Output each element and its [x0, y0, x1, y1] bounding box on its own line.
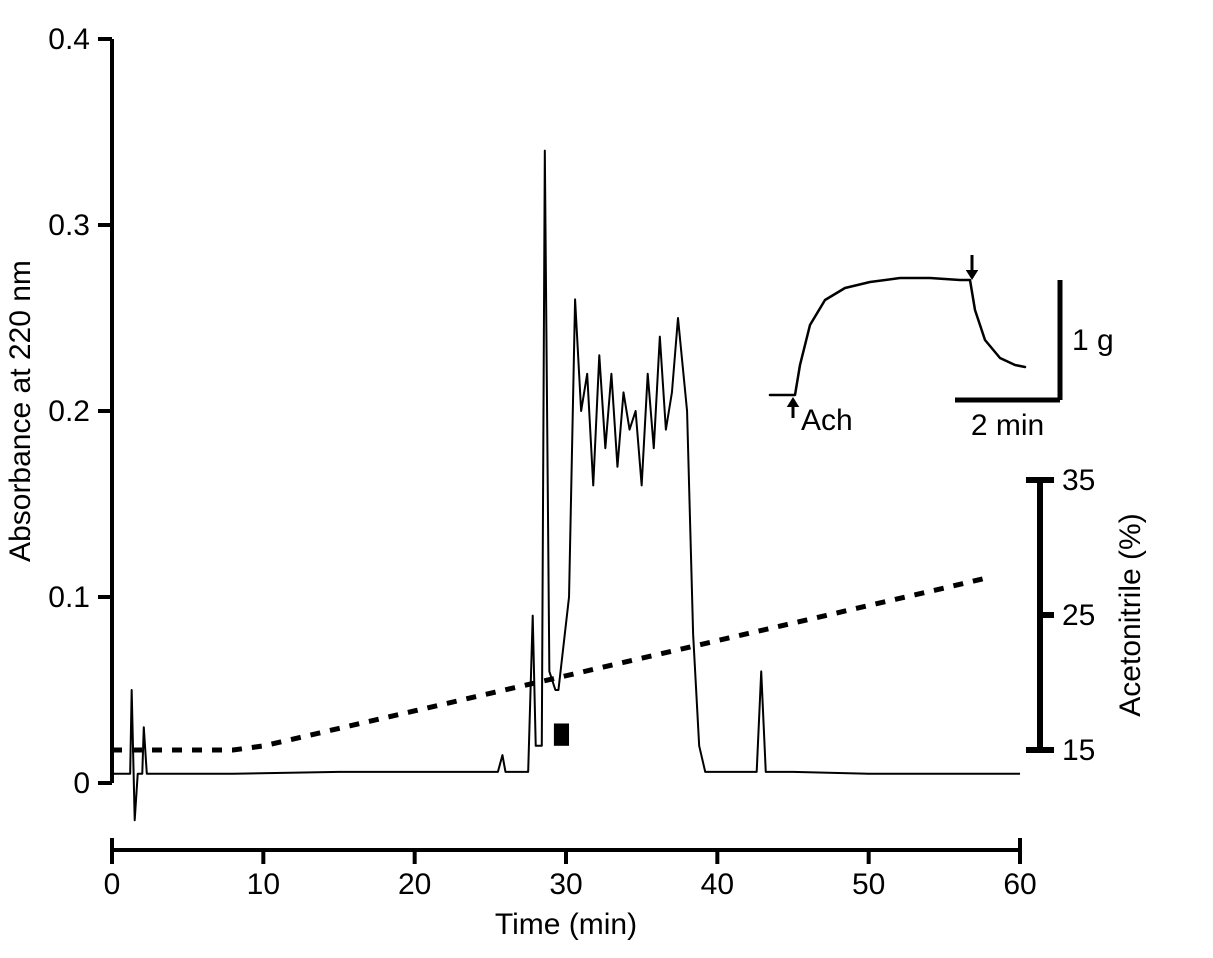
x-tick-label: 10 — [247, 868, 280, 901]
inset-scale-y-label: 1 g — [1072, 324, 1114, 357]
y-right-tick-label: 35 — [1062, 464, 1095, 497]
y-right-tick-label: 25 — [1062, 599, 1095, 632]
gradient-line — [112, 577, 990, 750]
fraction-bar — [554, 723, 569, 745]
y-left-tick-label: 0.2 — [48, 395, 90, 428]
wash-arrow-icon — [966, 270, 979, 280]
y-left-tick-label: 0 — [73, 767, 90, 800]
y-right-axis-label: Acetonitrile (%) — [1114, 513, 1147, 716]
y-left-tick-label: 0.4 — [48, 23, 90, 56]
y-right-tick-label: 15 — [1062, 734, 1095, 767]
x-tick-label: 40 — [701, 868, 734, 901]
x-tick-label: 20 — [398, 868, 431, 901]
x-tick-label: 30 — [549, 868, 582, 901]
y-left-tick-label: 0.3 — [48, 209, 90, 242]
inset-scale-x-label: 2 min — [971, 409, 1044, 442]
inset-contraction-trace — [770, 278, 1025, 395]
chromatogram-figure: 0 0.1 0.2 0.3 0.4 Absorbance at 220 nm 0 10 20 30… — [0, 0, 1213, 958]
ach-arrow-icon — [787, 397, 800, 407]
chromatogram-trace — [112, 151, 1020, 821]
x-tick-label: 50 — [852, 868, 885, 901]
x-axis-label: Time (min) — [495, 908, 637, 941]
x-tick-label: 60 — [1003, 868, 1036, 901]
ach-label: Ach — [801, 404, 853, 437]
y-left-tick-label: 0.1 — [48, 581, 90, 614]
x-tick-label: 0 — [104, 868, 121, 901]
y-left-axis-label: Absorbance at 220 nm — [4, 260, 37, 562]
